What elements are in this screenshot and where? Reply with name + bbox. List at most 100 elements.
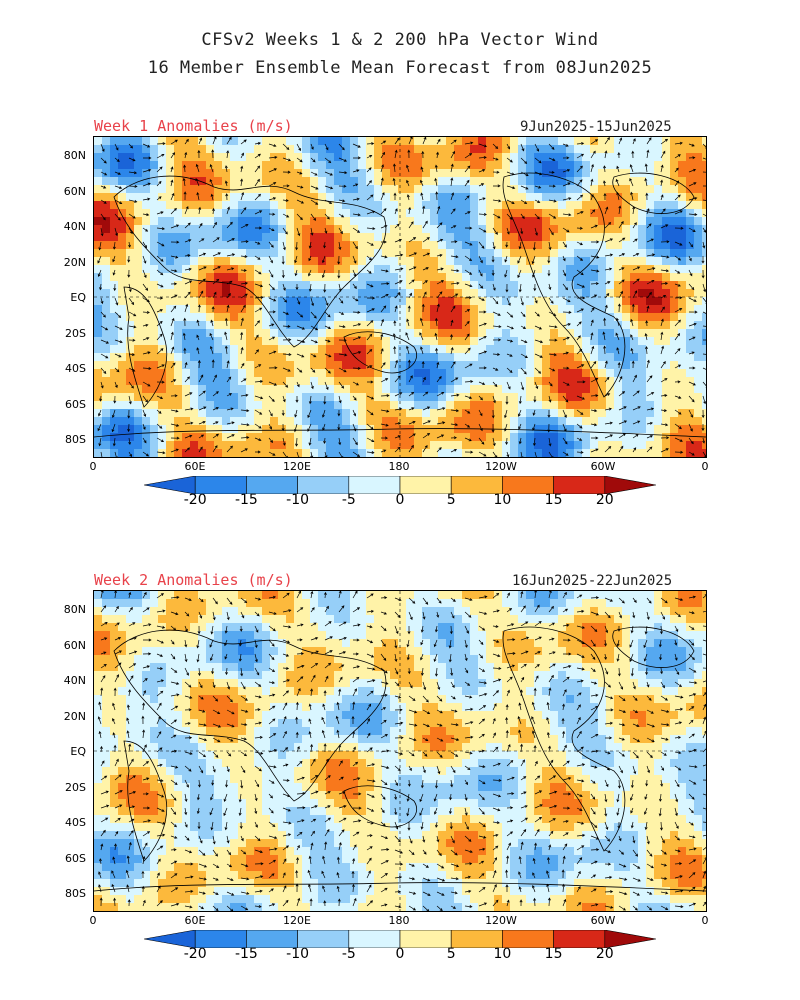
wind-vector <box>590 255 600 259</box>
anomaly-cell <box>446 161 454 169</box>
anomaly-cell <box>286 265 294 273</box>
wind-vector <box>478 395 483 401</box>
anomaly-cell <box>486 441 494 449</box>
wind-vector <box>645 192 649 201</box>
anomaly-cell <box>510 289 518 297</box>
anomaly-cell <box>678 655 686 663</box>
anomaly-cell <box>230 353 238 361</box>
anomaly-cell <box>646 369 654 377</box>
anomaly-cell <box>566 393 574 401</box>
anomaly-cell <box>518 313 526 321</box>
anomaly-cell <box>254 273 262 281</box>
anomaly-cell <box>566 623 574 631</box>
anomaly-cell <box>462 607 470 615</box>
wind-vector <box>674 450 684 454</box>
wind-vector <box>209 164 214 173</box>
anomaly-cell <box>310 217 318 225</box>
anomaly-cell <box>694 313 702 321</box>
anomaly-cell <box>374 417 382 425</box>
anomaly-cell <box>190 177 198 185</box>
wind-vector <box>392 177 396 187</box>
anomaly-cell <box>494 393 502 401</box>
anomaly-cell <box>486 345 494 353</box>
anomaly-cell <box>350 353 358 361</box>
anomaly-cell <box>214 225 222 233</box>
anomaly-cell <box>174 273 182 281</box>
anomaly-cell <box>382 671 390 679</box>
wind-vector <box>198 290 204 299</box>
anomaly-cell <box>406 241 414 249</box>
anomaly-cell <box>518 201 526 209</box>
anomaly-cell <box>518 361 526 369</box>
wind-vector <box>660 436 670 440</box>
anomaly-cell <box>134 449 142 457</box>
anomaly-cell <box>230 623 238 631</box>
anomaly-cell <box>318 265 326 273</box>
wind-vector <box>602 331 606 341</box>
anomaly-cell <box>502 177 510 185</box>
anomaly-cell <box>150 369 158 377</box>
wind-vector <box>142 323 149 327</box>
map-panel-1 <box>93 136 707 458</box>
anomaly-cell <box>302 177 310 185</box>
anomaly-cell <box>286 193 294 201</box>
wind-vector <box>435 191 439 201</box>
wind-vector <box>170 255 179 259</box>
wind-vector <box>436 361 440 369</box>
anomaly-cell <box>294 663 302 671</box>
anomaly-cell <box>134 607 142 615</box>
anomaly-cell <box>390 353 398 361</box>
anomaly-cell <box>294 209 302 217</box>
anomaly-cell <box>358 433 366 441</box>
wind-vector <box>576 211 584 215</box>
anomaly-cell <box>526 273 534 281</box>
wind-vector <box>618 253 626 257</box>
wind-vector <box>520 451 524 457</box>
anomaly-cell <box>646 425 654 433</box>
anomaly-cell <box>534 393 542 401</box>
anomaly-cell <box>334 425 342 433</box>
anomaly-cell <box>510 329 518 337</box>
wind-vector <box>491 409 495 419</box>
anomaly-cell <box>558 441 566 449</box>
anomaly-cell <box>302 671 310 679</box>
anomaly-cell <box>446 425 454 433</box>
wind-vector <box>128 381 134 389</box>
anomaly-cell <box>206 209 214 217</box>
wind-vector <box>464 450 474 454</box>
anomaly-cell <box>574 241 582 249</box>
anomaly-cell <box>174 233 182 241</box>
anomaly-cell <box>662 329 670 337</box>
anomaly-cell <box>582 369 590 377</box>
anomaly-cell <box>414 153 422 161</box>
anomaly-cell <box>174 417 182 425</box>
anomaly-cell <box>294 361 302 369</box>
anomaly-cell <box>214 153 222 161</box>
wind-vector <box>198 137 203 145</box>
wind-vector <box>324 297 329 306</box>
anomaly-cell <box>606 273 614 281</box>
anomaly-cell <box>254 153 262 161</box>
anomaly-cell <box>294 201 302 209</box>
anomaly-cell <box>158 599 166 607</box>
wind-vector <box>660 295 667 299</box>
anomaly-cell <box>222 361 230 369</box>
anomaly-cell <box>598 599 606 607</box>
anomaly-cell <box>566 409 574 417</box>
anomaly-cell <box>678 305 686 313</box>
anomaly-cell <box>542 225 550 233</box>
anomaly-cell <box>590 441 598 449</box>
anomaly-cell <box>582 177 590 185</box>
anomaly-cell <box>670 361 678 369</box>
anomaly-cell <box>358 361 366 369</box>
anomaly-cell <box>286 313 294 321</box>
anomaly-cell <box>534 345 542 353</box>
anomaly-cell <box>358 615 366 623</box>
anomaly-cell <box>430 417 438 425</box>
anomaly-cell <box>246 655 254 663</box>
wind-vector <box>112 241 116 250</box>
anomaly-cell <box>542 607 550 615</box>
anomaly-cell <box>702 409 706 417</box>
anomaly-cell <box>646 201 654 209</box>
anomaly-cell <box>550 353 558 361</box>
